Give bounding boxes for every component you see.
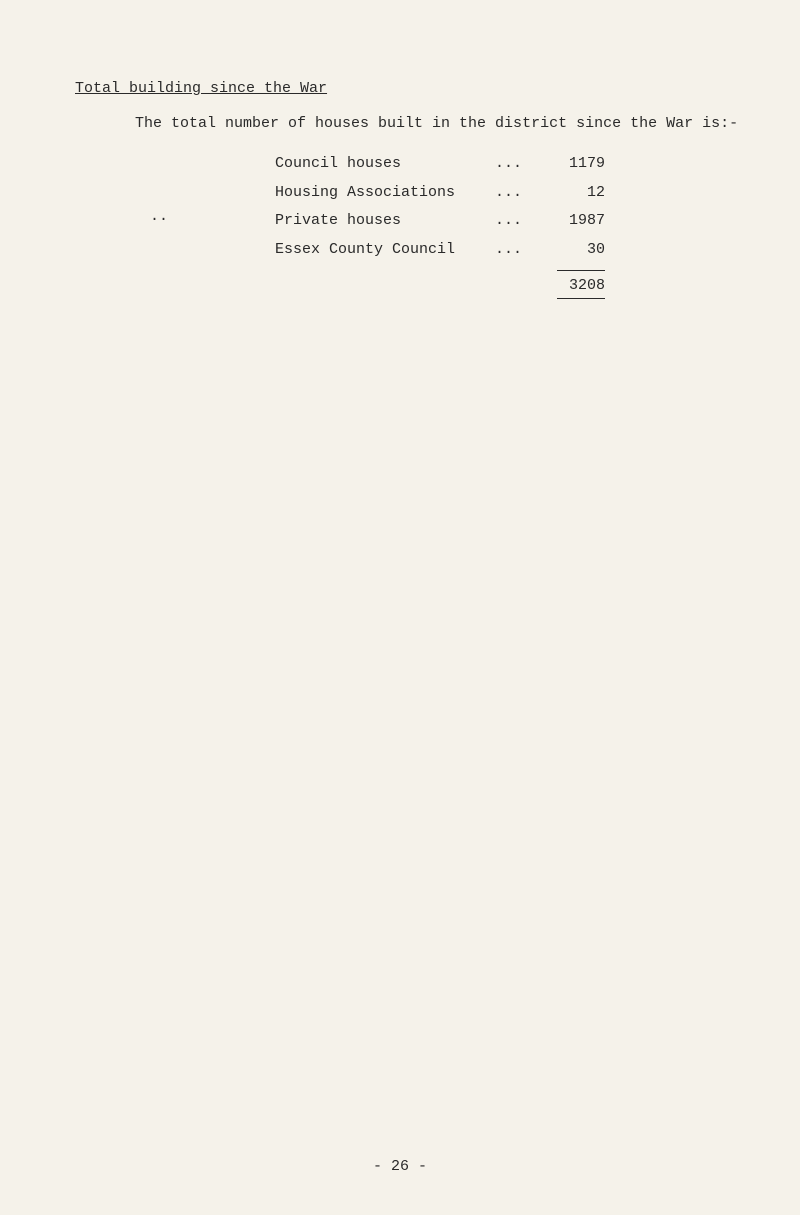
table-row: Council houses ... 1179 [275,150,740,179]
intro-text: The total number of houses built in the … [135,115,740,132]
row-label: Essex County Council [275,236,495,265]
row-value: 1179 [545,150,605,179]
table-row: Essex County Council ... 30 [275,236,740,265]
row-value: 30 [545,236,605,265]
row-label: Housing Associations [275,179,495,208]
row-dots: ... [495,207,545,236]
side-dots: .. [150,208,168,225]
housing-table: Council houses ... 1179 Housing Associat… [275,150,740,299]
row-value: 1987 [545,207,605,236]
total-value: 3208 [557,271,605,298]
table-row: Private houses ... 1987 [275,207,740,236]
document-page: Total building since the War The total n… [0,0,800,1215]
page-number: - 26 - [0,1158,800,1175]
row-dots: ... [495,150,545,179]
row-label: Private houses [275,207,495,236]
total-rule-bottom [557,298,605,299]
row-label: Council houses [275,150,495,179]
row-value: 12 [545,179,605,208]
section-heading: Total building since the War [75,80,740,97]
row-dots: ... [495,179,545,208]
table-row: Housing Associations ... 12 [275,179,740,208]
row-dots: ... [495,236,545,265]
